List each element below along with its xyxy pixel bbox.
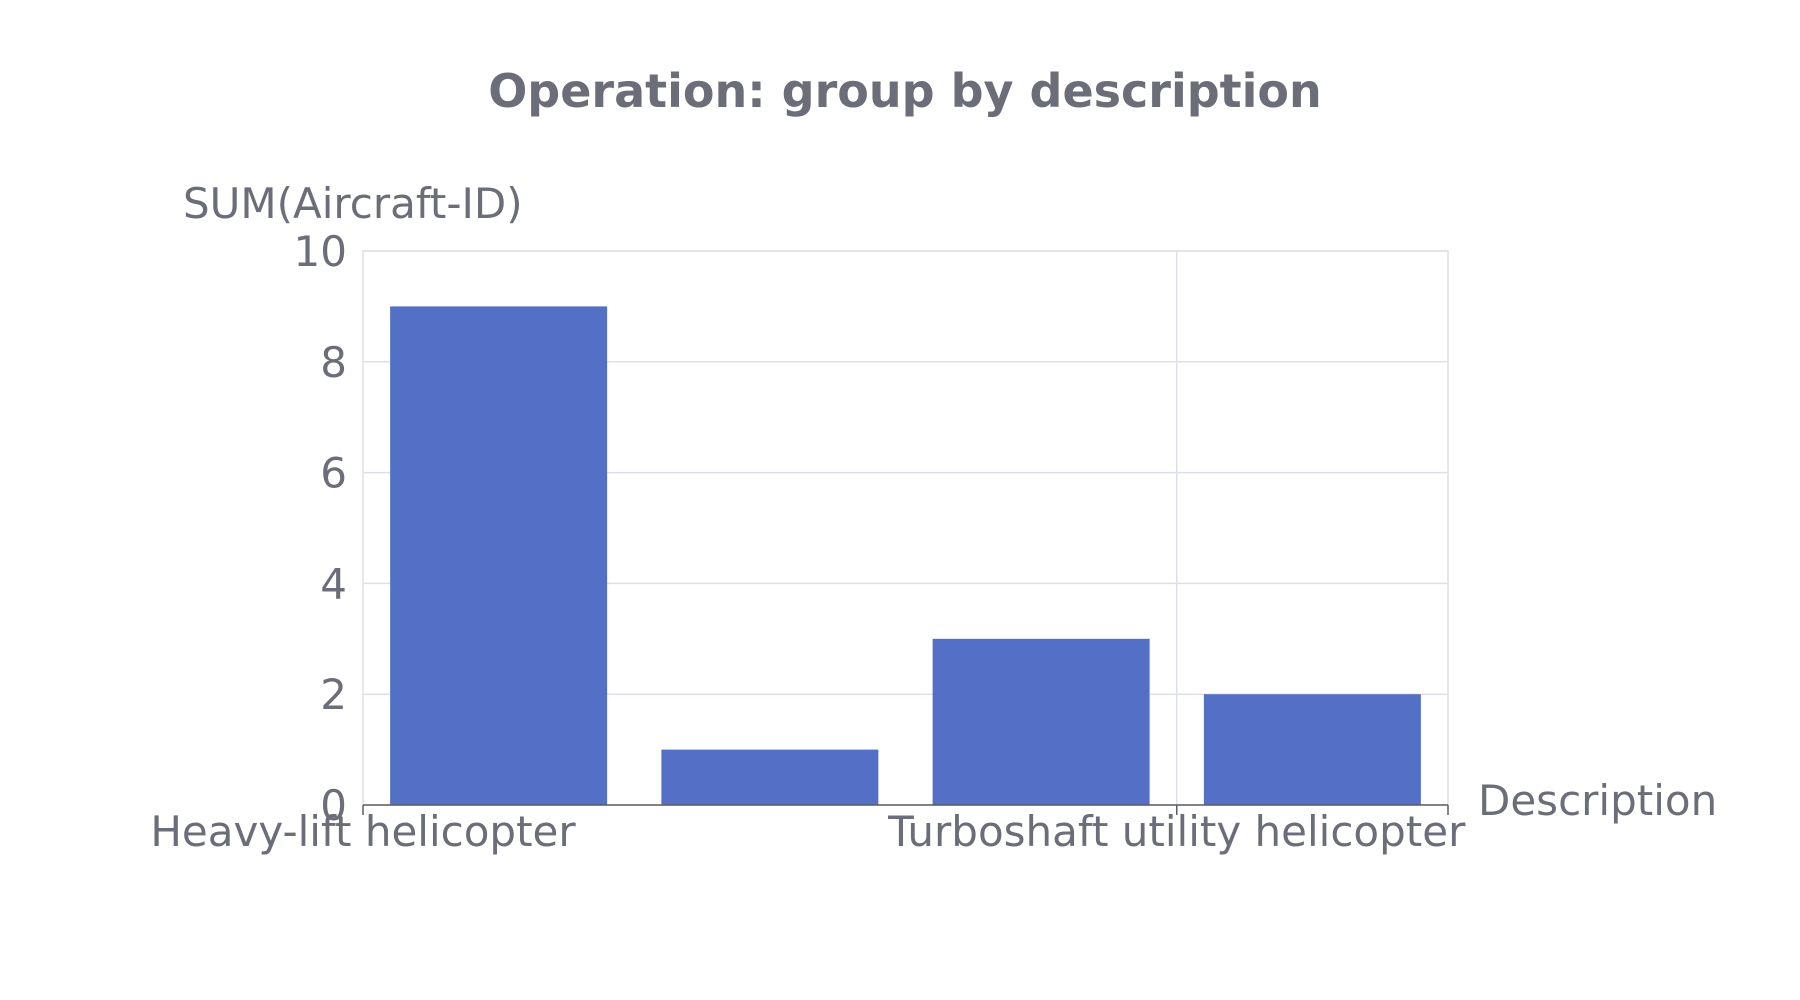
y-tick-label-4: 4 xyxy=(320,559,347,608)
y-axis-ticks: 0 2 4 6 8 10 xyxy=(294,227,347,830)
y-axis-title: SUM(Aircraft-ID) xyxy=(183,179,523,228)
bar-4 xyxy=(1203,694,1421,805)
y-tick-label-8: 8 xyxy=(320,338,347,387)
bar-2 xyxy=(661,749,879,805)
y-tick-label-10: 10 xyxy=(294,227,347,276)
y-tick-label-6: 6 xyxy=(320,449,347,498)
bar-1 xyxy=(390,306,608,805)
chart-title: Operation: group by description xyxy=(488,64,1322,118)
x-axis-ticks: Heavy-lift helicopter Turboshaft utility … xyxy=(150,805,1466,856)
x-axis-title: Description xyxy=(1478,776,1717,825)
bars xyxy=(390,306,1421,805)
bar-3 xyxy=(932,638,1150,805)
y-tick-label-2: 2 xyxy=(320,670,347,719)
x-tick-label-1: Heavy-lift helicopter xyxy=(150,807,576,856)
y-tick-label-0: 0 xyxy=(320,781,347,830)
x-tick-label-2: Turboshaft utility helicopter xyxy=(887,807,1466,856)
